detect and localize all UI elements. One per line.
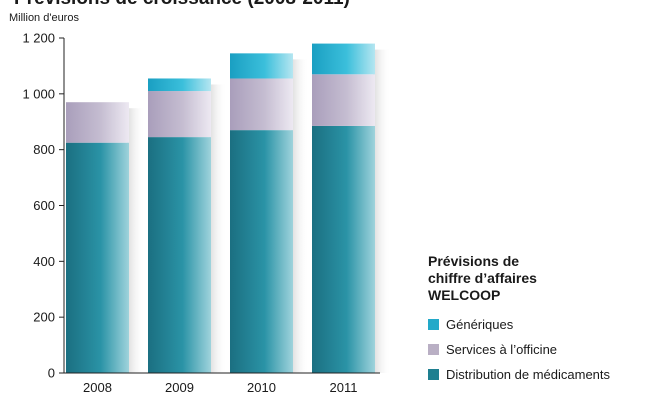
legend-label: Génériques bbox=[446, 317, 514, 332]
legend-swatch bbox=[428, 344, 439, 355]
y-tick-label: 1 200 bbox=[22, 31, 55, 46]
bar-segment-2011 bbox=[312, 125, 375, 373]
x-tick-label: 2010 bbox=[247, 380, 276, 394]
bar-segment-2008 bbox=[66, 102, 129, 143]
legend-label: Distribution de médicaments bbox=[446, 367, 611, 382]
bar-segment-2009 bbox=[148, 91, 211, 138]
x-tick-label: 2009 bbox=[165, 380, 194, 394]
legend-item: Services à l’officine bbox=[428, 337, 610, 362]
y-tick-label: 400 bbox=[33, 254, 55, 269]
y-tick-label: 1 000 bbox=[22, 86, 55, 101]
legend-items: Génériques Services à l’officine Distribut… bbox=[428, 312, 610, 387]
y-tick-label: 600 bbox=[33, 198, 55, 213]
legend-label: Services à l’officine bbox=[446, 342, 558, 357]
bar-shadow bbox=[209, 84, 227, 374]
bar-shadow bbox=[291, 59, 309, 374]
bar-segment-2010 bbox=[230, 78, 293, 131]
legend-swatch bbox=[428, 319, 439, 330]
legend-title: Prévisions de chiffre d’affaires WELCOOP bbox=[428, 253, 610, 304]
y-axis-unit-label: Million d'euros bbox=[9, 12, 79, 24]
bar-segment-2010 bbox=[230, 53, 293, 79]
legend-title-line: WELCOOP bbox=[428, 287, 501, 303]
legend-item: Génériques bbox=[428, 312, 610, 337]
chart-title: Prévisions de croissance (2008-2011) bbox=[14, 0, 350, 10]
legend-item: Distribution de médicaments bbox=[428, 362, 610, 387]
bar-segment-2008 bbox=[66, 142, 129, 373]
legend: Prévisions de chiffre d’affaires WELCOOP… bbox=[428, 253, 610, 387]
bar-segment-2009 bbox=[148, 78, 211, 92]
legend-swatch bbox=[428, 369, 439, 380]
x-tick-label: 2008 bbox=[83, 380, 112, 394]
bar-segment-2011 bbox=[312, 74, 375, 126]
y-tick-label: 800 bbox=[33, 142, 55, 157]
y-tick-label: 0 bbox=[48, 366, 55, 381]
bar-shadow bbox=[373, 49, 391, 373]
x-tick-label: 2011 bbox=[330, 380, 358, 394]
bar-segment-2010 bbox=[230, 130, 293, 373]
bar-segment-2011 bbox=[312, 43, 375, 75]
bar-shadow bbox=[127, 108, 145, 373]
legend-title-line: Prévisions de bbox=[428, 253, 520, 269]
y-tick-label: 200 bbox=[33, 310, 55, 325]
bar-segment-2009 bbox=[148, 137, 211, 373]
legend-title-line: chiffre d’affaires bbox=[428, 270, 537, 286]
